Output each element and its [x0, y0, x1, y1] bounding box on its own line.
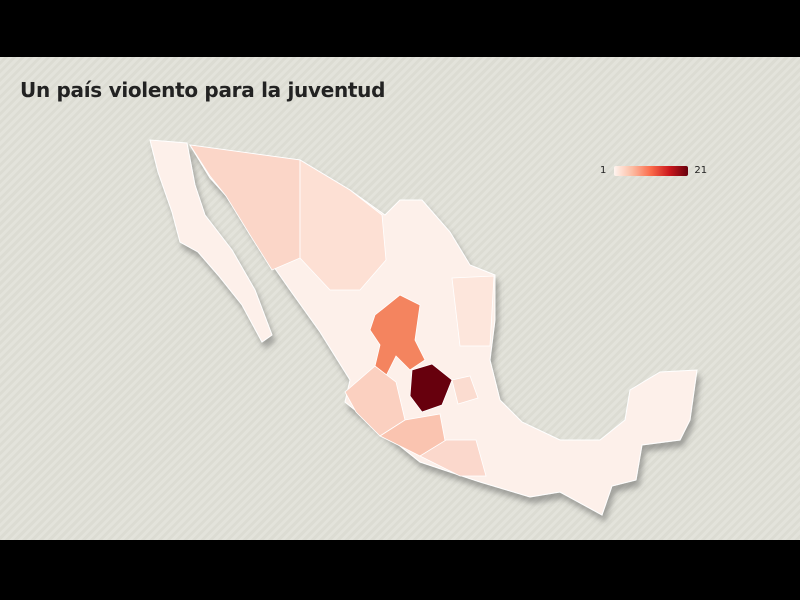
map-title: Un país violento para la juventud: [20, 78, 386, 102]
legend-max: 21: [694, 165, 708, 176]
map-panel: Un país violento para la juventud 1 21 S…: [0, 57, 800, 540]
state-guanajuato: Guanajuato: [409, 363, 453, 413]
top-letterbox: [0, 0, 800, 57]
state-michoacan: Michoacán: [379, 413, 447, 457]
baja-california: [149, 139, 273, 343]
mexico-map: SonoraChihuahuaZacatecasGuanajuatoJalisc…: [149, 139, 698, 516]
color-legend: 1 21: [600, 165, 707, 176]
state-zacatecas: Zacatecas: [369, 294, 426, 377]
state-chihuahua: Chihuahua: [299, 159, 387, 291]
legend-gradient: [614, 165, 689, 176]
state-queretaro: Querétaro: [451, 375, 479, 405]
bottom-letterbox: [0, 540, 800, 600]
state-tamaulipas: Tamaulipas: [451, 275, 495, 347]
state-guerrero: Guerrero: [419, 439, 487, 477]
legend-min: 1: [600, 165, 607, 176]
